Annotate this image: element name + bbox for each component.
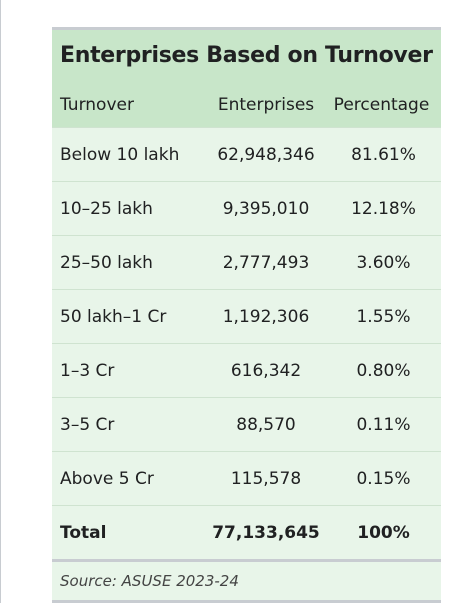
- page-left-border: [0, 0, 1, 603]
- table-row: 25–50 lakh 2,777,493 3.60%: [52, 235, 441, 289]
- turnover-cell: 1–3 Cr: [60, 360, 115, 381]
- percentage-cell: 0.80%: [356, 360, 411, 381]
- percentage-cell: 12.18%: [351, 198, 416, 219]
- table-row: 1–3 Cr 616,342 0.80%: [52, 343, 441, 397]
- table-source-note: Source: ASUSE 2023-24: [52, 559, 441, 600]
- enterprises-cell: 9,395,010: [222, 198, 310, 219]
- table-row: Below 10 lakh 62,948,346 81.61%: [52, 127, 441, 181]
- table-row: Above 5 Cr 115,578 0.15%: [52, 451, 441, 505]
- turnover-cell: 50 lakh–1 Cr: [60, 306, 167, 327]
- enterprises-cell: 88,570: [236, 414, 296, 435]
- table-row: 3–5 Cr 88,570 0.11%: [52, 397, 441, 451]
- enterprises-cell: 1,192,306: [222, 306, 310, 327]
- table-row: 50 lakh–1 Cr 1,192,306 1.55%: [52, 289, 441, 343]
- percentage-cell: 3.60%: [356, 252, 411, 273]
- header-percentage: Percentage: [333, 94, 430, 115]
- table-row: 10–25 lakh 9,395,010 12.18%: [52, 181, 441, 235]
- header-turnover: Turnover: [60, 94, 134, 115]
- enterprises-cell: 616,342: [230, 360, 302, 381]
- percentage-cell: 0.11%: [356, 414, 411, 435]
- header-enterprises: Enterprises: [217, 94, 315, 115]
- turnover-cell: 10–25 lakh: [60, 198, 153, 219]
- enterprises-cell: 115,578: [230, 468, 302, 489]
- turnover-table: Enterprises Based on Turnover Turnover E…: [52, 27, 441, 603]
- table-title: Enterprises Based on Turnover: [52, 30, 441, 82]
- turnover-cell: Above 5 Cr: [60, 468, 154, 489]
- enterprises-cell: 2,777,493: [222, 252, 310, 273]
- table-header-row: Turnover Enterprises Percentage: [52, 82, 441, 127]
- turnover-cell: 3–5 Cr: [60, 414, 115, 435]
- turnover-cell: Below 10 lakh: [60, 144, 180, 165]
- table-total-row: Total 77,133,645 100%: [52, 505, 441, 559]
- percentage-cell: 1.55%: [356, 306, 411, 327]
- total-percentage: 100%: [357, 522, 410, 543]
- enterprises-cell: 62,948,346: [217, 144, 315, 165]
- total-label: Total: [60, 522, 107, 543]
- turnover-cell: 25–50 lakh: [60, 252, 153, 273]
- percentage-cell: 0.15%: [356, 468, 411, 489]
- total-enterprises: 77,133,645: [212, 522, 320, 543]
- percentage-cell: 81.61%: [351, 144, 416, 165]
